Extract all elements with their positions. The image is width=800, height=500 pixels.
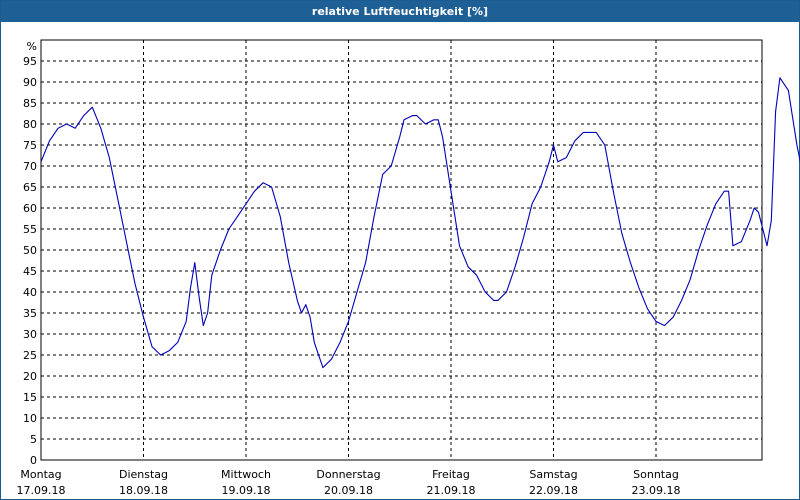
x-tick-date-label: 19.09.18 bbox=[222, 484, 271, 497]
axis-layer bbox=[40, 39, 763, 461]
y-tick-label: 10 bbox=[23, 412, 37, 425]
x-tick-day-label: Mittwoch bbox=[221, 468, 271, 481]
x-tick-day-label: Donnerstag bbox=[316, 468, 380, 481]
tick-label-layer: 0 5 10 15 20 25 30 35 40 45 50 55 60 65 70 75 80 85 90 95% M… bbox=[17, 40, 681, 497]
y-tick-label: 60 bbox=[23, 202, 37, 215]
y-tick-label: 65 bbox=[23, 181, 37, 194]
x-tick-date-label: 17.09.18 bbox=[17, 484, 66, 497]
y-tick-label: 5 bbox=[30, 433, 37, 446]
x-tick-day-label: Freitag bbox=[432, 468, 470, 481]
grid-layer bbox=[41, 40, 762, 460]
x-tick-date-label: 20.09.18 bbox=[324, 484, 373, 497]
x-tick-day-label: Montag bbox=[20, 468, 61, 481]
y-tick-label: 20 bbox=[23, 370, 37, 383]
chart-title: relative Luftfeuchtigkeit [%] bbox=[1, 1, 799, 22]
y-tick-label: 15 bbox=[23, 391, 37, 404]
y-tick-label: 35 bbox=[23, 307, 37, 320]
y-tick-label: 50 bbox=[23, 244, 37, 257]
y-tick-label: 95 bbox=[23, 55, 37, 68]
x-tick-date-label: 21.09.18 bbox=[427, 484, 476, 497]
x-tick-day-label: Sonntag bbox=[633, 468, 679, 481]
y-tick-label: 75 bbox=[23, 139, 37, 152]
y-tick-label: 45 bbox=[23, 265, 37, 278]
plot-area-border bbox=[40, 39, 763, 461]
x-tick-day-label: Samstag bbox=[529, 468, 577, 481]
y-tick-label: 85 bbox=[23, 97, 37, 110]
y-tick-label: 70 bbox=[23, 160, 37, 173]
series-layer bbox=[40, 77, 800, 369]
y-tick-label: 90 bbox=[23, 76, 37, 89]
humidity-series-line bbox=[40, 77, 800, 369]
y-tick-label: 0 bbox=[30, 454, 37, 467]
x-tick-date-label: 22.09.18 bbox=[529, 484, 578, 497]
y-tick-label: 30 bbox=[23, 328, 37, 341]
x-tick-date-label: 23.09.18 bbox=[632, 484, 681, 497]
y-tick-label: 80 bbox=[23, 118, 37, 131]
x-tick-date-label: 18.09.18 bbox=[119, 484, 168, 497]
x-tick-day-label: Dienstag bbox=[119, 468, 168, 481]
y-tick-label: 25 bbox=[23, 349, 37, 362]
y-tick-label: 40 bbox=[23, 286, 37, 299]
y-unit-label: % bbox=[27, 40, 37, 53]
y-tick-label: 55 bbox=[23, 223, 37, 236]
